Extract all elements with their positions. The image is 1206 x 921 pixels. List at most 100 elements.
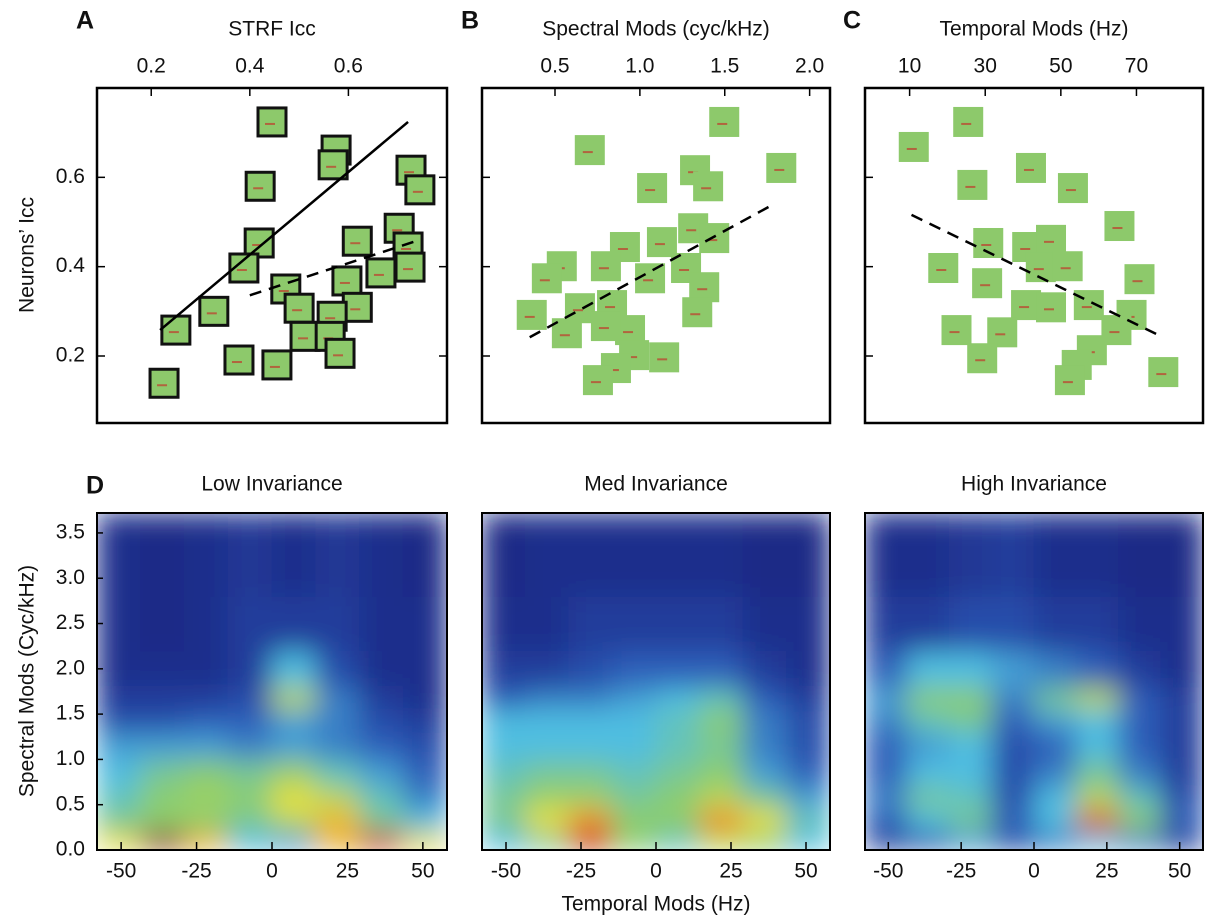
- heatmap-cell: [612, 808, 657, 833]
- heatmap-cell: [184, 758, 229, 788]
- heatmap-cell: [1033, 786, 1077, 810]
- heatmap-cell: [359, 758, 404, 788]
- heatmap-cell: [786, 595, 830, 652]
- strf-thumbnail: [766, 152, 797, 183]
- heatmap-cell: [1160, 831, 1203, 850]
- heatmap-cell: [568, 513, 613, 597]
- heatmap-cell: [865, 786, 908, 810]
- heatmap-cell: [1118, 808, 1162, 833]
- y-tick-label: 1.5: [56, 702, 85, 725]
- heatmap-cell: [786, 758, 830, 788]
- strf-thumbnail: [1057, 173, 1088, 204]
- heatmap-cell: [655, 786, 700, 810]
- heatmap-cell: [525, 831, 570, 850]
- heatmap-cell: [742, 709, 787, 733]
- heatmap-cell: [525, 686, 570, 711]
- heatmap-title: High Invariance: [961, 473, 1107, 496]
- strf-thumbnail: [941, 315, 972, 346]
- heatmap-cell: [525, 786, 570, 810]
- heatmap-cell: [315, 709, 360, 733]
- heatmap-cell: [1118, 686, 1162, 711]
- heatmap-cell: [655, 709, 700, 733]
- heatmap-cell: [315, 686, 360, 711]
- heatmap-cell: [482, 731, 526, 760]
- heatmap-cell: [991, 686, 1035, 711]
- x-tick-label: 0.4: [235, 55, 265, 78]
- heatmap-cell: [1118, 513, 1162, 597]
- x-tick-label: 50: [1168, 860, 1191, 883]
- y-tick-label: 1.0: [56, 747, 85, 770]
- heatmap-cell: [1118, 595, 1162, 652]
- x-axis-label: STRF Icc: [228, 18, 316, 41]
- heatmap-cell: [402, 786, 447, 810]
- heatmap-clip: [482, 513, 830, 850]
- heatmap-cell: [140, 595, 185, 652]
- heatmap-cell: [1160, 709, 1203, 733]
- strf-thumbnail: [1148, 357, 1179, 388]
- heatmap-cell: [991, 595, 1035, 652]
- fit-line: [910, 213, 1159, 337]
- heatmap-cell: [612, 831, 657, 850]
- heatmap-cell: [271, 709, 317, 733]
- panel-letter: D: [86, 472, 104, 500]
- strf-thumbnail: [1036, 292, 1067, 323]
- heatmap-cell: [1075, 786, 1119, 810]
- heatmap-cell: [568, 831, 613, 850]
- panel-letter: B: [461, 7, 479, 35]
- heatmap-cell: [402, 709, 447, 733]
- heatmap-cell: [865, 686, 908, 711]
- points: [516, 106, 797, 396]
- y-tick-label: 0.5: [56, 792, 85, 815]
- heatmap-cell: [227, 808, 273, 833]
- strf-thumbnail: [1036, 224, 1067, 255]
- heatmap-cell: [140, 758, 185, 788]
- heatmap-cell: [315, 650, 360, 688]
- heatmap-cell: [612, 731, 657, 760]
- heatmap-cell: [991, 731, 1035, 760]
- heatmap-cell: [271, 758, 317, 788]
- strf-thumbnail: [256, 106, 288, 138]
- heatmap-cell: [184, 709, 229, 733]
- heatmap-cell: [227, 650, 273, 688]
- heatmap-cell: [482, 758, 526, 788]
- strf-thumbnail: [1124, 264, 1155, 295]
- x-tick-label: 0: [1028, 860, 1040, 883]
- heatmap-cell: [906, 709, 950, 733]
- y-tick-label: 0.6: [56, 165, 85, 188]
- heatmap-cell: [906, 786, 950, 810]
- heatmap-cell: [315, 758, 360, 788]
- heatmap-title: Low Invariance: [201, 473, 342, 496]
- heatmap-cell: [949, 731, 993, 760]
- plot-frame: [95, 86, 449, 425]
- heatmap-cell: [184, 686, 229, 711]
- strf-thumbnail: [699, 223, 730, 254]
- strf-thumbnail: [637, 173, 668, 204]
- heatmap-cell: [227, 709, 273, 733]
- strf-thumbnail: [223, 344, 255, 376]
- heatmap-cell: [1033, 650, 1077, 688]
- heatmap-cell: [949, 786, 993, 810]
- heatmap-cell: [97, 513, 142, 597]
- heatmap-cell: [786, 686, 830, 711]
- heatmap-cell: [786, 808, 830, 833]
- heatmap-cell: [786, 831, 830, 850]
- heatmap-cell: [612, 786, 657, 810]
- x-tick-label: 70: [1125, 55, 1148, 78]
- heatmap-cell: [227, 831, 273, 850]
- heatmap-cell: [699, 731, 744, 760]
- x-axis-label: Temporal Mods (Hz): [939, 18, 1128, 41]
- heatmap-cell: [949, 709, 993, 733]
- heatmap-cell: [991, 650, 1035, 688]
- heatmap-cell: [699, 513, 744, 597]
- heatmap-cell: [271, 831, 317, 850]
- heatmap-cell: [949, 831, 993, 850]
- plot-frame: [96, 512, 448, 851]
- heatmap-cell: [97, 686, 142, 711]
- heatmap-cell: [227, 513, 273, 597]
- heatmap-cell: [1160, 650, 1203, 688]
- heatmap-cell: [699, 650, 744, 688]
- heatmap-cell: [402, 731, 447, 760]
- heatmap-cell: [359, 731, 404, 760]
- heatmap-cell: [271, 686, 317, 711]
- heatmap-cell: [482, 686, 526, 711]
